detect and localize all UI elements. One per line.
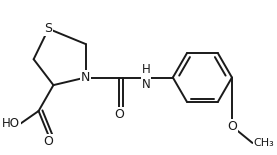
Text: S: S — [45, 22, 52, 35]
Text: O: O — [43, 135, 53, 148]
Text: O: O — [114, 108, 124, 121]
Text: HO: HO — [2, 117, 20, 130]
Text: H
N: H N — [142, 64, 150, 91]
Text: CH₃: CH₃ — [254, 138, 275, 148]
Text: N: N — [81, 71, 90, 84]
Text: O: O — [227, 120, 237, 133]
